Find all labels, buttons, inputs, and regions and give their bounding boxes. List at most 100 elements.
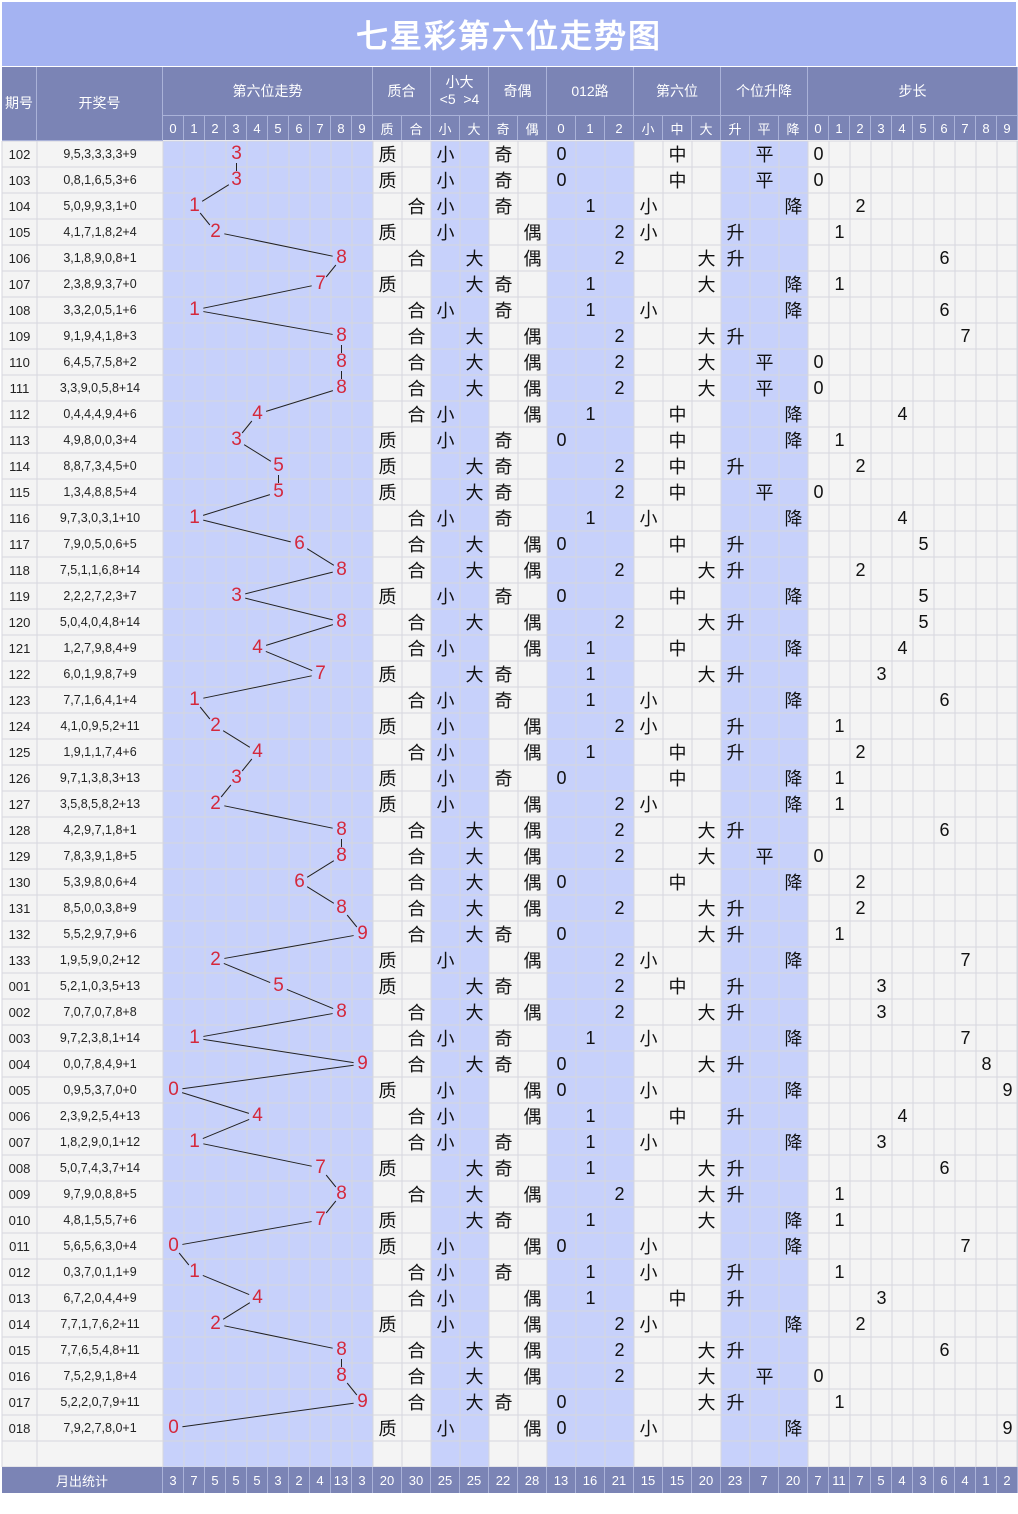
road-value: 1 bbox=[585, 273, 596, 294]
subheader-step-8: 8 bbox=[976, 116, 997, 140]
draw-number: 0,0,7,8,4,9+1 bbox=[63, 1057, 137, 1071]
parity-value: 奇 bbox=[494, 691, 513, 711]
draw-number: 7,7,1,6,4,1+4 bbox=[63, 693, 137, 707]
step-value: 2 bbox=[855, 195, 866, 216]
footer-count: 23 bbox=[721, 1467, 750, 1493]
subheader-trend-1: 1 bbox=[184, 116, 205, 140]
updown-value: 升 bbox=[726, 1185, 745, 1205]
header-parity: 奇偶 bbox=[489, 67, 547, 116]
updown-value: 平 bbox=[755, 145, 774, 165]
pos-value: 大 bbox=[697, 1341, 716, 1361]
step-value: 7 bbox=[960, 1027, 971, 1048]
draw-number: 9,7,9,0,8,8+5 bbox=[63, 1187, 137, 1201]
prime-value: 合 bbox=[407, 1029, 426, 1049]
road-value: 2 bbox=[614, 325, 625, 346]
trend-point: 1 bbox=[189, 1131, 200, 1152]
issue-number: 017 bbox=[8, 1394, 31, 1410]
road-value: 0 bbox=[556, 923, 567, 944]
trend-segment bbox=[203, 311, 333, 335]
road-value: 2 bbox=[614, 611, 625, 632]
trend-point: 0 bbox=[168, 1417, 179, 1438]
step-value: 2 bbox=[855, 897, 866, 918]
draw-number: 2,3,8,9,3,7+0 bbox=[63, 277, 137, 291]
pos-value: 大 bbox=[697, 1159, 716, 1179]
size-value: 大 bbox=[465, 925, 484, 945]
road-value: 2 bbox=[614, 845, 625, 866]
parity-value: 偶 bbox=[523, 327, 542, 347]
trend-segment bbox=[346, 914, 358, 928]
footer-count: 3 bbox=[268, 1467, 289, 1493]
draw-number: 6,4,5,7,5,8+2 bbox=[63, 355, 137, 369]
subheader-step-4: 4 bbox=[892, 116, 913, 140]
road-value: 1 bbox=[585, 1131, 596, 1152]
subheader-road-2: 2 bbox=[605, 116, 634, 140]
trend-segment bbox=[182, 1064, 354, 1090]
pos-value: 中 bbox=[668, 873, 687, 893]
draw-number: 3,3,9,0,5,8+14 bbox=[59, 381, 141, 395]
subheader-updown-2: 降 bbox=[779, 116, 808, 140]
issue-number: 104 bbox=[8, 198, 31, 214]
prime-value: 合 bbox=[407, 873, 426, 893]
size-value: 小 bbox=[436, 743, 455, 763]
size-value: 大 bbox=[465, 1393, 484, 1413]
size-value: 大 bbox=[465, 977, 484, 997]
parity-value: 偶 bbox=[523, 405, 542, 425]
prime-value: 质 bbox=[378, 587, 397, 607]
updown-value: 升 bbox=[726, 977, 745, 997]
draw-number: 7,8,3,9,1,8+5 bbox=[63, 849, 137, 863]
prime-value: 合 bbox=[407, 379, 426, 399]
trend-point: 4 bbox=[252, 741, 263, 762]
trend-segment bbox=[306, 548, 335, 566]
issue-number: 130 bbox=[8, 874, 31, 890]
trend-point: 6 bbox=[294, 871, 305, 892]
footer-count: 5 bbox=[247, 1467, 268, 1493]
size-value: 大 bbox=[465, 561, 484, 581]
road-value: 2 bbox=[614, 221, 625, 242]
size-value: 大 bbox=[465, 1159, 484, 1179]
issue-number: 013 bbox=[8, 1290, 31, 1306]
issue-number: 129 bbox=[8, 848, 31, 864]
size-value: 大 bbox=[465, 275, 484, 295]
parity-value: 奇 bbox=[494, 483, 513, 503]
size-value: 大 bbox=[465, 1341, 484, 1361]
parity-value: 偶 bbox=[523, 1315, 542, 1335]
trend-segment bbox=[224, 233, 333, 257]
trend-point: 6 bbox=[294, 533, 305, 554]
trend-point: 8 bbox=[336, 897, 347, 918]
prime-value: 合 bbox=[407, 301, 426, 321]
draw-number: 7,7,1,7,6,2+11 bbox=[60, 1317, 140, 1331]
subheader-step-7: 7 bbox=[955, 116, 976, 140]
parity-value: 奇 bbox=[494, 665, 513, 685]
parity-value: 偶 bbox=[523, 1289, 542, 1309]
size-value: 小 bbox=[436, 1029, 455, 1049]
issue-number: 126 bbox=[8, 770, 31, 786]
road-value: 2 bbox=[614, 1001, 625, 1022]
updown-value: 平 bbox=[755, 1367, 774, 1387]
pos-value: 小 bbox=[639, 509, 658, 529]
prime-value: 质 bbox=[378, 1237, 397, 1257]
issue-number: 016 bbox=[8, 1368, 31, 1384]
size-value: 小 bbox=[436, 951, 455, 971]
size-value: 小 bbox=[436, 405, 455, 425]
parity-value: 偶 bbox=[523, 873, 542, 893]
parity-value: 偶 bbox=[523, 1185, 542, 1205]
prime-value: 质 bbox=[378, 171, 397, 191]
trend-segment bbox=[202, 494, 271, 516]
updown-value: 降 bbox=[784, 1211, 803, 1231]
trend-point: 2 bbox=[210, 1313, 221, 1334]
pos-value: 大 bbox=[697, 821, 716, 841]
trend-point: 2 bbox=[210, 715, 221, 736]
footer-count: 6 bbox=[934, 1467, 955, 1493]
trend-segment bbox=[203, 1013, 333, 1037]
size-value: 小 bbox=[436, 769, 455, 789]
pos-value: 大 bbox=[697, 1367, 716, 1387]
size-value: 大 bbox=[465, 665, 484, 685]
updown-value: 降 bbox=[784, 1029, 803, 1049]
size-value: 大 bbox=[465, 613, 484, 633]
updown-value: 降 bbox=[784, 301, 803, 321]
step-value: 4 bbox=[897, 637, 908, 658]
updown-value: 平 bbox=[755, 353, 774, 373]
size-value: 小 bbox=[436, 1107, 455, 1127]
updown-value: 升 bbox=[726, 535, 745, 555]
pos-value: 小 bbox=[639, 1133, 658, 1153]
